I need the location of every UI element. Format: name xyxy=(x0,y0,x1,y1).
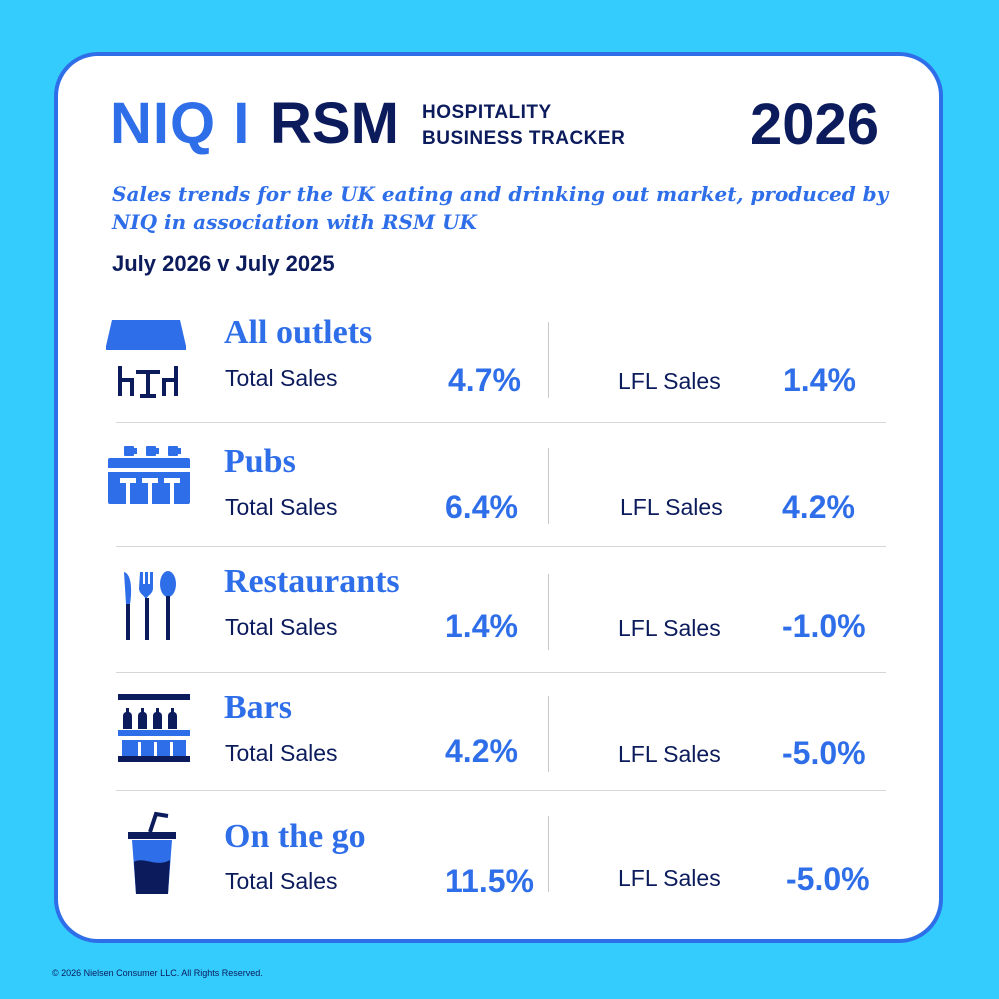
row-restaurants: Restaurants Total Sales 1.4% LFL Sales -… xyxy=(100,560,886,672)
lfl-sales-label: LFL Sales xyxy=(620,494,723,520)
total-sales-label: Total Sales xyxy=(225,614,338,640)
total-sales-value: 4.7% xyxy=(448,362,521,398)
niq-logo: NIQ I xyxy=(110,91,251,156)
lfl-sales-value: -5.0% xyxy=(786,861,870,897)
outlet-awning-table-icon xyxy=(106,320,186,398)
total-sales-label: Total Sales xyxy=(225,365,338,391)
tracker-title: HOSPITALITY BUSINESS TRACKER xyxy=(422,100,625,152)
tracker-title-line2: BUSINESS TRACKER xyxy=(422,128,626,149)
row-pubs: Pubs Total Sales 6.4% LFL Sales 4.2% xyxy=(100,436,886,546)
total-sales-value: 4.2% xyxy=(445,733,518,769)
takeaway-cup-icon xyxy=(128,811,176,894)
total-sales-value: 6.4% xyxy=(445,489,518,525)
bottle-shelf-icon xyxy=(118,694,190,762)
row-separator xyxy=(116,422,886,423)
total-sales-value: 11.5% xyxy=(445,863,534,899)
column-divider xyxy=(548,816,549,892)
row-all-outlets: All outlets Total Sales 4.7% LFL Sales 1… xyxy=(100,310,886,422)
lfl-sales-label: LFL Sales xyxy=(618,741,721,767)
tracker-title-line1: HOSPITALITY xyxy=(422,102,552,123)
lfl-sales-value: -5.0% xyxy=(782,735,866,771)
pub-bar-counter-icon xyxy=(108,446,190,504)
column-divider xyxy=(548,696,549,772)
category-label: Restaurants xyxy=(224,563,400,600)
copyright-footer: © 2026 Nielsen Consumer LLC. All Rights … xyxy=(52,968,263,978)
category-label: On the go xyxy=(224,818,366,855)
row-separator xyxy=(116,672,886,673)
tracker-card xyxy=(54,52,943,943)
rsm-logo: RSM xyxy=(270,91,399,156)
year: 2026 xyxy=(749,92,879,157)
row-on-the-go: On the go Total Sales 11.5% LFL Sales -5… xyxy=(100,806,886,910)
column-divider xyxy=(548,448,549,524)
category-label: All outlets xyxy=(224,314,373,351)
cutlery-icon xyxy=(124,571,176,640)
total-sales-label: Total Sales xyxy=(225,868,338,894)
subtitle: Sales trends for the UK eating and drink… xyxy=(112,182,889,234)
lfl-sales-label: LFL Sales xyxy=(618,368,721,394)
lfl-sales-label: LFL Sales xyxy=(618,865,721,891)
row-separator xyxy=(116,546,886,547)
total-sales-value: 1.4% xyxy=(445,608,518,644)
total-sales-label: Total Sales xyxy=(225,494,338,520)
lfl-sales-label: LFL Sales xyxy=(618,615,721,641)
column-divider xyxy=(548,322,549,398)
category-label: Bars xyxy=(224,689,292,726)
lfl-sales-value: 1.4% xyxy=(783,362,856,398)
period-label: July 2026 v July 2025 xyxy=(112,251,335,276)
lfl-sales-value: -1.0% xyxy=(782,608,866,644)
column-divider xyxy=(548,574,549,650)
total-sales-label: Total Sales xyxy=(225,740,338,766)
row-bars: Bars Total Sales 4.2% LFL Sales -5.0% xyxy=(100,686,886,790)
category-label: Pubs xyxy=(224,443,296,480)
lfl-sales-value: 4.2% xyxy=(782,489,855,525)
row-separator xyxy=(116,790,886,791)
